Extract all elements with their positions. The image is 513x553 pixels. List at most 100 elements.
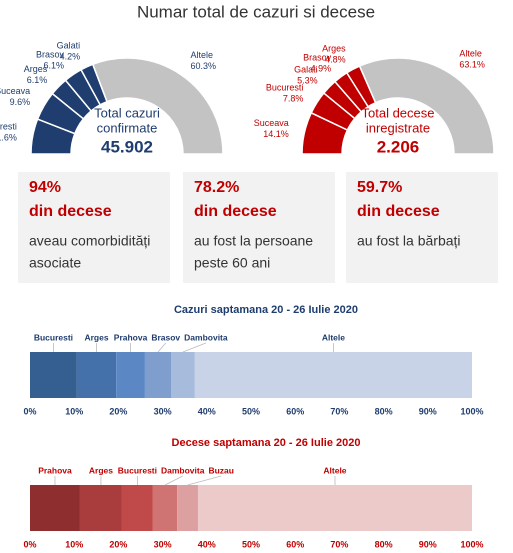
stat-description: aveau comorbidități bbox=[29, 233, 150, 249]
x-tick-label: 60% bbox=[286, 539, 304, 549]
slice-label: Arges bbox=[24, 64, 48, 74]
x-tick-label: 50% bbox=[242, 406, 260, 416]
center-total: 45.902 bbox=[101, 137, 153, 156]
pie-slice bbox=[358, 57, 495, 155]
x-tick-label: 70% bbox=[330, 539, 348, 549]
x-tick-label: 40% bbox=[198, 539, 216, 549]
slice-value: 7.8% bbox=[283, 93, 304, 103]
bar-chart-title: Cazuri saptamana 20 - 26 Iulie 2020 bbox=[174, 304, 358, 316]
slice-value: 60.3% bbox=[191, 61, 217, 71]
slice-value: 4.2% bbox=[60, 52, 81, 62]
bar-segment bbox=[76, 352, 117, 398]
x-tick-label: 10% bbox=[65, 539, 83, 549]
x-tick-label: 10% bbox=[65, 406, 83, 416]
bar-segment bbox=[170, 352, 195, 398]
x-tick-label: 80% bbox=[375, 539, 393, 549]
x-tick-label: 30% bbox=[154, 539, 172, 549]
bar-segment bbox=[197, 485, 472, 531]
stat-description: au fost la bărbați bbox=[357, 233, 461, 249]
slice-label: Altele bbox=[191, 50, 214, 60]
stat-description: asociate bbox=[29, 255, 81, 271]
center-label: Total cazuri bbox=[94, 105, 160, 120]
segment-label: Prahova bbox=[114, 332, 148, 342]
slice-label: Bucuresti bbox=[266, 82, 304, 92]
center-label: confirmate bbox=[97, 120, 158, 135]
slice-value: 5.3% bbox=[297, 75, 318, 85]
stat-subject: din decese bbox=[194, 203, 277, 220]
segment-label: Arges bbox=[84, 332, 108, 342]
stat-value: 78.2% bbox=[194, 179, 239, 196]
slice-label: Brasov bbox=[303, 52, 332, 62]
segment-label: Arges bbox=[89, 465, 113, 475]
slice-label: Arges bbox=[322, 43, 346, 53]
segment-label: Bucuresti bbox=[118, 465, 157, 475]
segment-label: Brasov bbox=[151, 332, 180, 342]
x-tick-label: 20% bbox=[109, 406, 127, 416]
center-label: Total decese bbox=[362, 105, 435, 120]
bar-segment bbox=[144, 352, 171, 398]
bar-segment bbox=[121, 485, 153, 531]
segment-label: Bucuresti bbox=[34, 332, 73, 342]
slice-label: Galati bbox=[57, 41, 81, 51]
slice-label: Galati bbox=[294, 64, 318, 74]
slice-label: Altele bbox=[459, 49, 482, 59]
stat-box bbox=[183, 172, 335, 283]
x-tick-label: 60% bbox=[286, 406, 304, 416]
x-tick-label: 100% bbox=[460, 539, 483, 549]
segment-label: Altele bbox=[323, 465, 346, 475]
segment-label: Buzau bbox=[208, 465, 234, 475]
slice-value: 63.1% bbox=[459, 60, 485, 70]
slice-value: 11.6% bbox=[0, 133, 17, 143]
stat-description: peste 60 ani bbox=[194, 255, 270, 271]
leader-line bbox=[187, 475, 222, 486]
bar-segment bbox=[194, 352, 472, 398]
bar-segment bbox=[30, 485, 80, 531]
x-tick-label: 90% bbox=[419, 406, 437, 416]
stat-box bbox=[18, 172, 170, 283]
pie-slice bbox=[91, 57, 224, 155]
x-tick-label: 90% bbox=[419, 539, 437, 549]
x-tick-label: 50% bbox=[242, 539, 260, 549]
bar-segment bbox=[30, 352, 77, 398]
slice-value: 14.1% bbox=[263, 129, 289, 139]
slice-label: Suceava bbox=[0, 86, 30, 96]
bar-chart-title: Decese saptamana 20 - 26 Iulie 2020 bbox=[172, 437, 361, 449]
leader-line bbox=[157, 342, 167, 353]
slice-label: Bucuresti bbox=[0, 122, 17, 132]
segment-label: Dambovita bbox=[184, 332, 228, 342]
segment-label: Prahova bbox=[38, 465, 72, 475]
stat-description: au fost la persoane bbox=[194, 233, 313, 249]
bar-segment bbox=[116, 352, 145, 398]
center-label: inregistrate bbox=[366, 120, 430, 135]
segment-label: Dambovita bbox=[161, 465, 205, 475]
x-tick-label: 0% bbox=[23, 406, 36, 416]
x-tick-label: 80% bbox=[375, 406, 393, 416]
bar-segment bbox=[152, 485, 178, 531]
slice-value: 4.9% bbox=[311, 63, 332, 73]
x-tick-label: 70% bbox=[330, 406, 348, 416]
slice-label: Brasov bbox=[36, 50, 65, 60]
stat-value: 94% bbox=[29, 179, 61, 196]
bar-segment bbox=[79, 485, 122, 531]
slice-value: 4.8% bbox=[325, 54, 346, 64]
stat-subject: din decese bbox=[357, 203, 440, 220]
stat-box bbox=[346, 172, 498, 283]
slice-value: 9.6% bbox=[10, 97, 31, 107]
page-title: Numar total de cazuri si decese bbox=[137, 2, 375, 21]
bar-segment bbox=[177, 485, 198, 531]
stat-subject: din decese bbox=[29, 203, 112, 220]
x-tick-label: 40% bbox=[198, 406, 216, 416]
x-tick-label: 0% bbox=[23, 539, 36, 549]
segment-label: Altele bbox=[322, 332, 345, 342]
x-tick-label: 20% bbox=[109, 539, 127, 549]
leader-line bbox=[182, 342, 207, 353]
x-tick-label: 30% bbox=[154, 406, 172, 416]
center-total: 2.206 bbox=[377, 137, 420, 156]
slice-value: 6.1% bbox=[44, 61, 65, 71]
slice-value: 6.1% bbox=[27, 75, 48, 85]
leader-line bbox=[164, 475, 183, 486]
x-tick-label: 100% bbox=[460, 406, 483, 416]
slice-label: Suceava bbox=[254, 118, 289, 128]
stat-value: 59.7% bbox=[357, 179, 402, 196]
